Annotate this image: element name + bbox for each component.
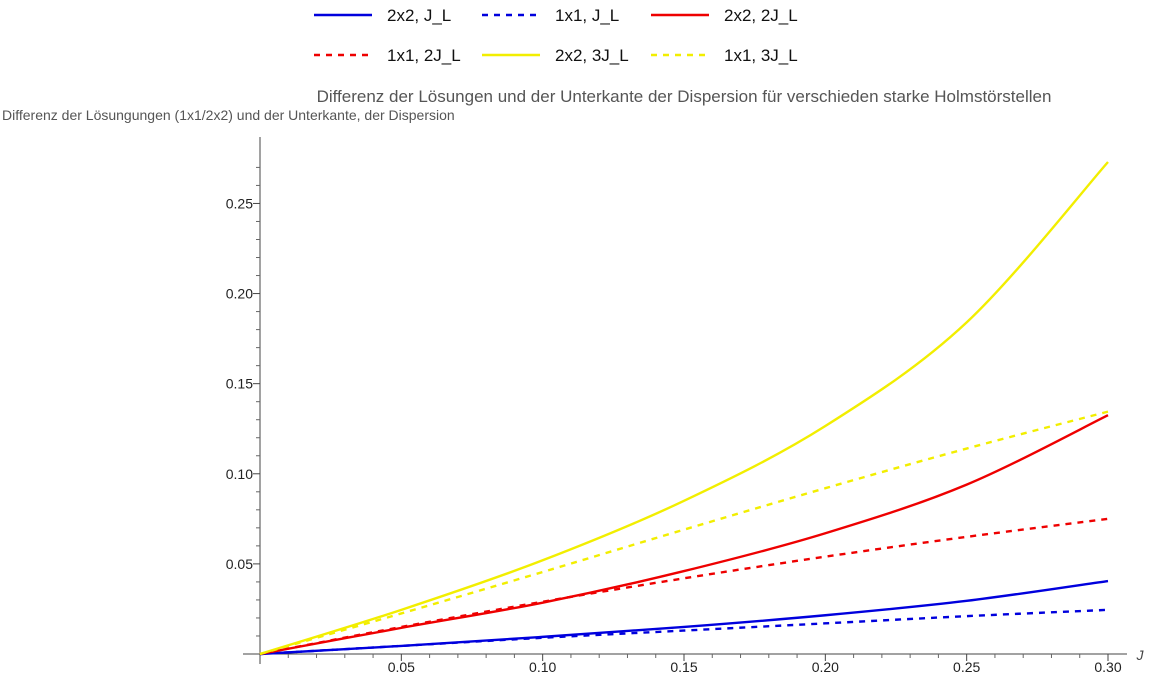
- series-line-1x1-j-l: [259, 608, 1109, 656]
- x-tick-label: 0.20: [812, 659, 839, 675]
- x-tick-label: 0.15: [670, 659, 697, 675]
- series-line-1x1-3j-l: [259, 410, 1109, 656]
- legend-item: 1x1, 2J_L: [314, 46, 461, 65]
- legend-label: 1x1, J_L: [555, 6, 619, 25]
- legend-item: 2x2, J_L: [314, 6, 451, 25]
- series-line-2x2-j-l: [259, 579, 1109, 656]
- legend-label: 2x2, J_L: [387, 6, 451, 25]
- legend: 2x2, J_L 1x1, J_L 2x2, 2J_L 1x1, 2J_L 2x2, 3…: [314, 6, 798, 65]
- series-line-1x1-2j-l: [259, 517, 1109, 656]
- legend-item: 2x2, 2J_L: [651, 6, 798, 25]
- y-tick-label: 0.10: [226, 466, 253, 482]
- chart-title: Differenz der Lösungen und der Unterkant…: [317, 87, 1052, 106]
- y-axis-label: Differenz der Lösungungen (1x1/2x2) und …: [2, 107, 455, 123]
- ticks: 0.05 0.10 0.15 0.20 0.25 0.30 0.05 0.10 0.15 0.20…: [226, 166, 1122, 675]
- y-tick-label: 0.20: [226, 286, 253, 302]
- series-group: [259, 161, 1109, 656]
- series-line-2x2-2j-l: [259, 414, 1109, 656]
- legend-label: 1x1, 3J_L: [724, 46, 798, 65]
- x-tick-label: 0.05: [388, 659, 415, 675]
- x-tick-label: 0.25: [953, 659, 980, 675]
- y-tick-label: 0.05: [226, 556, 253, 572]
- y-tick-label: 0.25: [226, 195, 253, 211]
- x-tick-label: 0.30: [1094, 659, 1121, 675]
- axes: [243, 137, 1127, 664]
- x-tick-label: 0.10: [529, 659, 556, 675]
- legend-item: 1x1, 3J_L: [651, 46, 798, 65]
- legend-label: 1x1, 2J_L: [387, 46, 461, 65]
- y-tick-label: 0.15: [226, 376, 253, 392]
- x-axis-label: J: [1136, 647, 1145, 663]
- legend-item: 2x2, 3J_L: [482, 46, 629, 65]
- series-line-2x2-3j-l: [259, 161, 1109, 656]
- legend-label: 2x2, 3J_L: [555, 46, 629, 65]
- legend-label: 2x2, 2J_L: [724, 6, 798, 25]
- legend-item: 1x1, J_L: [482, 6, 619, 25]
